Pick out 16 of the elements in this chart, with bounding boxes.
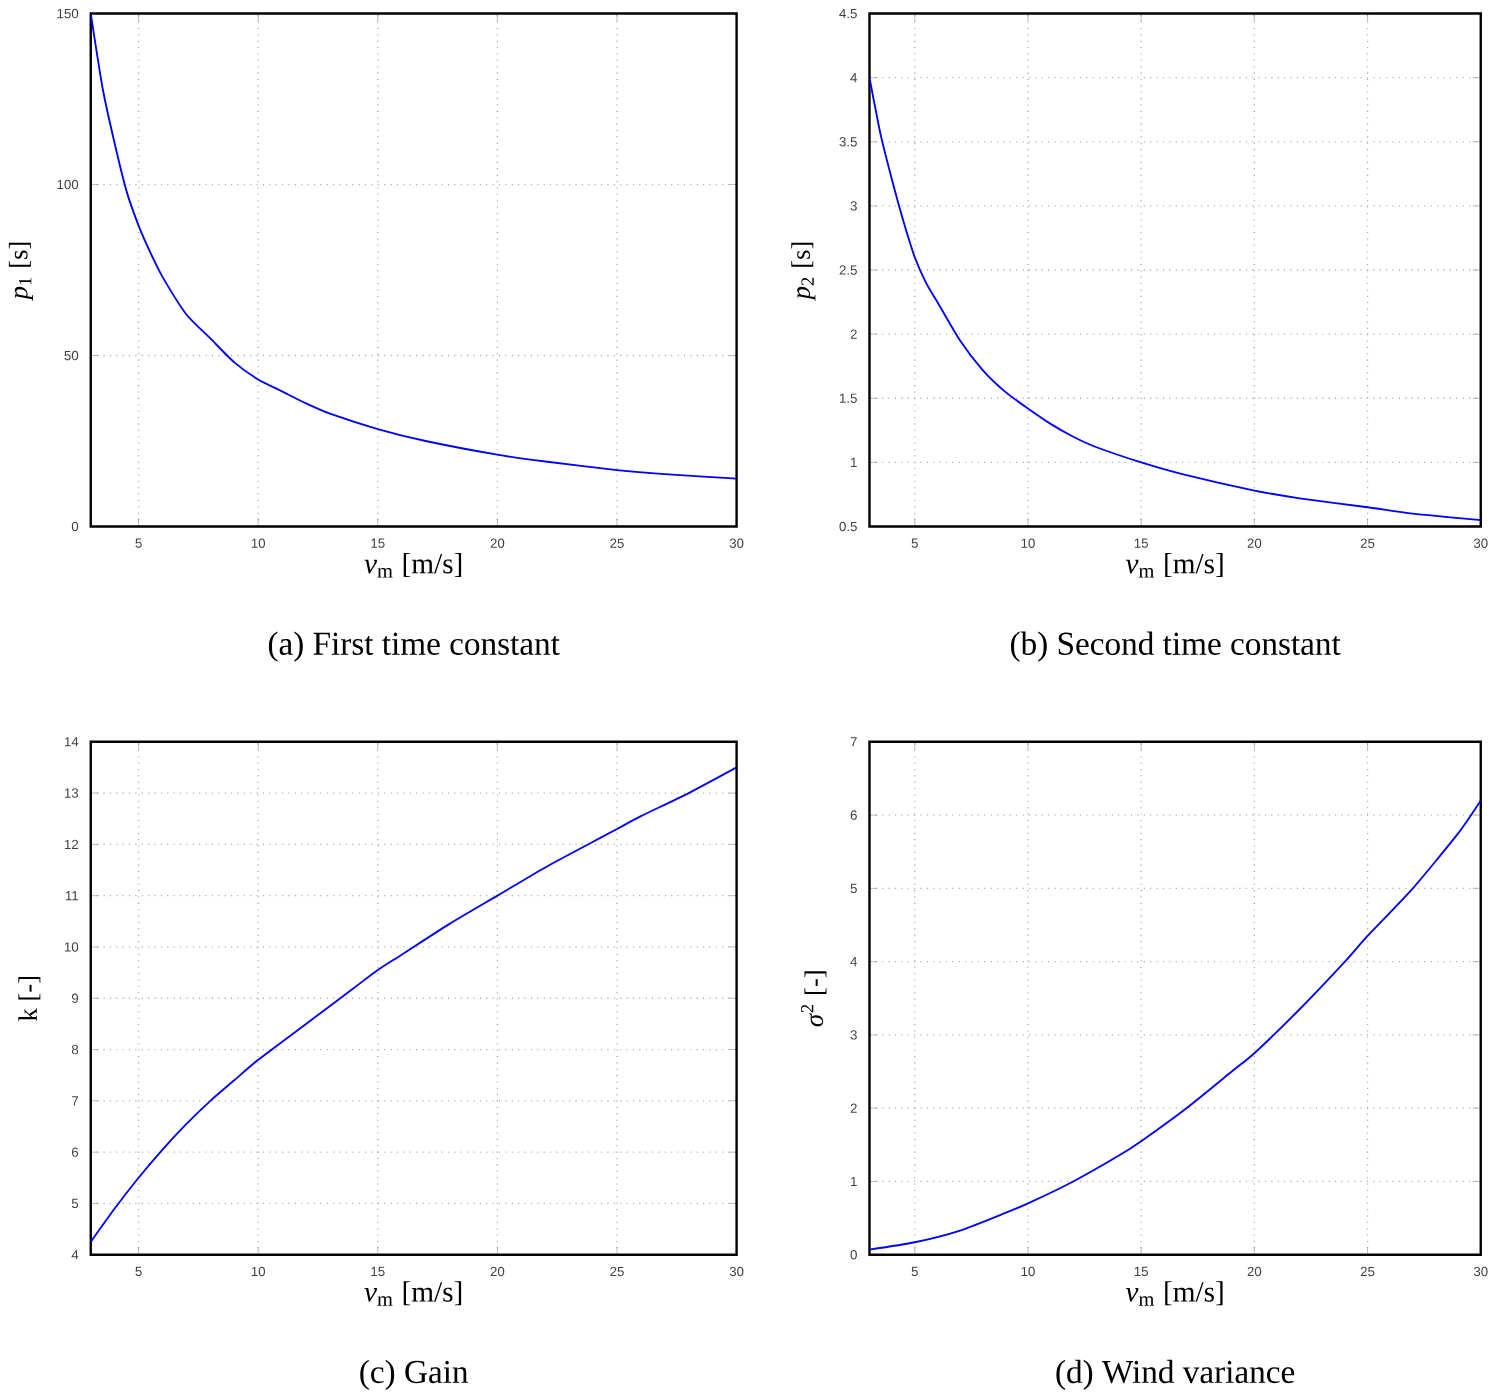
x-axis-title: v$_{m}$ [m/s] (1125, 1280, 1223, 1306)
y-axis-title: k [-] (18, 976, 41, 1021)
x-axis-title: v$_{m}$ [m/s] (364, 1280, 462, 1306)
y-axis-title: p$_{2}$ [s] (791, 242, 816, 301)
text: (a) First time constant (268, 631, 560, 662)
text: (b) Second time constant (1010, 631, 1341, 662)
line-series (869, 799, 1481, 1251)
y-axis-title: σ$^{2}$ [-] (800, 970, 827, 1026)
x-axis-title: v$_{m}$ [m/s] (1125, 552, 1223, 578)
line-series (90, 13, 737, 480)
text: (c) Gain (360, 1359, 469, 1390)
text: (d) Wind variance (1056, 1359, 1295, 1390)
line-series (869, 76, 1481, 521)
line-series (90, 766, 737, 1243)
y-axis-title: p$_{1}$ [s] (8, 242, 33, 301)
x-axis-title: v$_{m}$ [m/s] (364, 552, 462, 578)
